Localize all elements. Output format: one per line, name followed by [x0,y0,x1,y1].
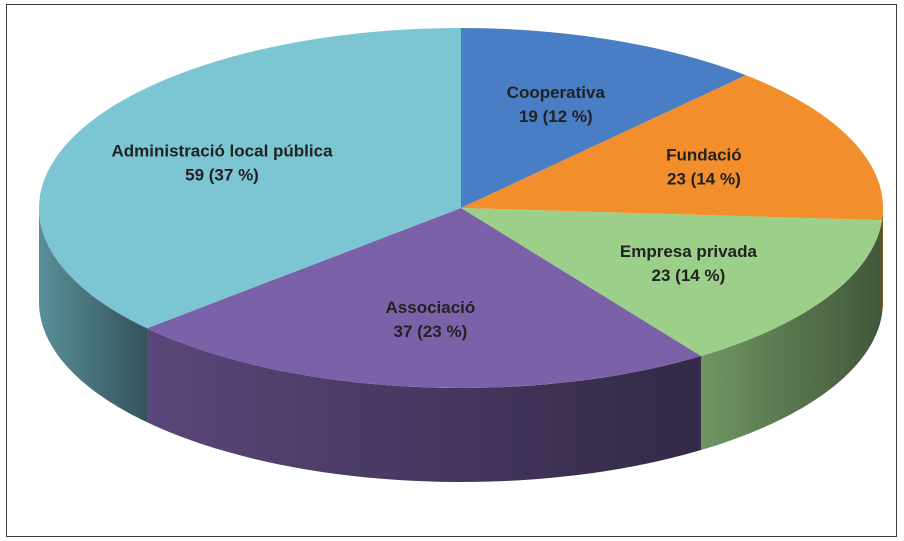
pie-sides [39,208,883,482]
slice-label-associacio: Associació [386,298,476,317]
pie-labels: Cooperativa 19 (12 %) Fundació 23 (14 %) Emp… [111,83,757,341]
slice-value-empresa-privada: 23 (14 %) [652,266,726,285]
pie-side-administracio-local-publica [39,208,148,423]
slice-label-fundacio: Fundació [666,146,742,165]
slice-label-administracio-local-publica: Administració local pública [111,142,333,161]
pie-side-associacio [147,328,701,482]
pie-tops [39,28,884,388]
pie-slice-cooperativa [461,28,747,208]
slice-value-cooperativa: 19 (12 %) [519,107,593,126]
pie-slice-associacio [147,208,701,388]
slice-label-cooperativa: Cooperativa [507,83,606,102]
slice-value-fundacio: 23 (14 %) [667,170,741,189]
chart-frame: Cooperativa 19 (12 %) Fundació 23 (14 %) Emp… [6,4,897,537]
pie-slice-empresa-privada [461,208,883,357]
slice-value-associacio: 37 (23 %) [394,322,468,341]
pie-chart: Cooperativa 19 (12 %) Fundació 23 (14 %) Emp… [39,28,884,482]
pie-slice-administracio-local-publica [39,28,462,329]
pie-slice-fundacio [461,75,884,221]
pie-side-fundacio [882,208,883,315]
slice-label-empresa-privada: Empresa privada [620,242,758,261]
pie-side-empresa-privada [700,220,883,451]
slice-value-administracio-local-publica: 59 (37 %) [185,166,259,185]
